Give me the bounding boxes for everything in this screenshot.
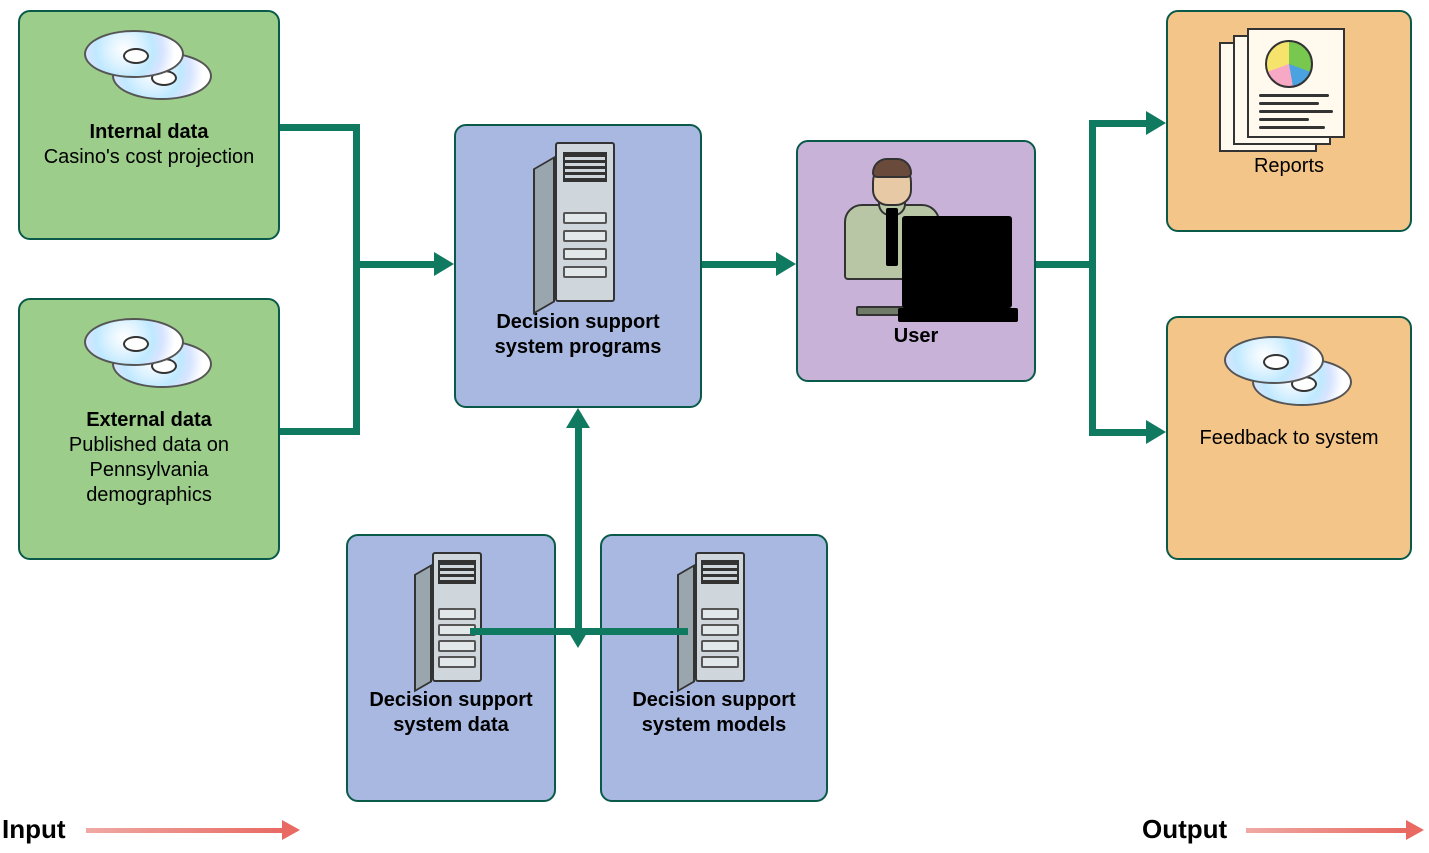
report-icon bbox=[1219, 28, 1359, 148]
node-subtitle: Feedback to system bbox=[1200, 426, 1379, 451]
edge-external-to-dss bbox=[280, 428, 360, 435]
node-external-data: External data Published data on Pennsylv… bbox=[18, 298, 280, 560]
input-label: Input bbox=[2, 814, 66, 845]
node-subtitle: Decision support system data bbox=[358, 688, 544, 738]
node-title: Internal data bbox=[90, 121, 209, 143]
edge-inputs-to-dss bbox=[353, 261, 435, 268]
edge-internal-to-dss bbox=[280, 124, 360, 131]
server-icon bbox=[677, 552, 751, 682]
arrowhead-right-icon bbox=[1146, 111, 1166, 135]
user-icon bbox=[816, 152, 1016, 322]
edge-dss-branch bbox=[470, 628, 688, 635]
discs-icon bbox=[1224, 336, 1354, 416]
node-label: Internal data Casino's cost projection bbox=[44, 120, 255, 170]
node-label: External data Published data on Pennsylv… bbox=[30, 408, 268, 508]
server-icon bbox=[533, 142, 623, 302]
edge-external-to-dss bbox=[353, 264, 360, 435]
node-dss-data: Decision support system data bbox=[346, 534, 556, 802]
arrowhead-right-icon bbox=[1146, 420, 1166, 444]
edge-user-to-outputs bbox=[1036, 261, 1096, 268]
edge-user-to-outputs bbox=[1089, 120, 1096, 268]
node-dss-programs: Decision support system programs bbox=[454, 124, 702, 408]
edge-to-feedback bbox=[1089, 429, 1147, 436]
arrowhead-up-icon bbox=[566, 408, 590, 428]
node-user: User bbox=[796, 140, 1036, 382]
diagram-canvas: Internal data Casino's cost projection E… bbox=[0, 0, 1429, 853]
node-title: External data bbox=[86, 409, 212, 431]
output-red-arrow bbox=[1246, 828, 1406, 833]
edge-to-reports bbox=[1089, 120, 1147, 127]
arrowhead-right-icon bbox=[434, 252, 454, 276]
node-subtitle: Decision support system programs bbox=[466, 310, 690, 360]
node-internal-data: Internal data Casino's cost projection bbox=[18, 10, 280, 240]
node-reports: Reports bbox=[1166, 10, 1412, 232]
edge-dss-to-user bbox=[702, 261, 776, 268]
arrowhead-right-icon bbox=[776, 252, 796, 276]
node-feedback: Feedback to system bbox=[1166, 316, 1412, 560]
node-subtitle: Reports bbox=[1254, 154, 1324, 179]
output-label: Output bbox=[1142, 814, 1227, 845]
edge-internal-to-dss bbox=[353, 124, 360, 264]
node-subtitle: Decision support system models bbox=[612, 688, 816, 738]
discs-icon bbox=[84, 318, 214, 398]
node-subtitle: Published data on Pennsylvania demograph… bbox=[69, 434, 229, 506]
arrowhead-right-icon bbox=[1406, 820, 1424, 840]
node-dss-models: Decision support system models bbox=[600, 534, 828, 802]
discs-icon bbox=[84, 30, 214, 110]
edge-dss-vertical bbox=[575, 428, 582, 628]
node-subtitle: User bbox=[894, 324, 938, 349]
node-subtitle: Casino's cost projection bbox=[44, 146, 255, 168]
arrowhead-right-icon bbox=[282, 820, 300, 840]
edge-user-to-outputs bbox=[1089, 261, 1096, 436]
input-red-arrow bbox=[86, 828, 282, 833]
server-icon bbox=[414, 552, 488, 682]
